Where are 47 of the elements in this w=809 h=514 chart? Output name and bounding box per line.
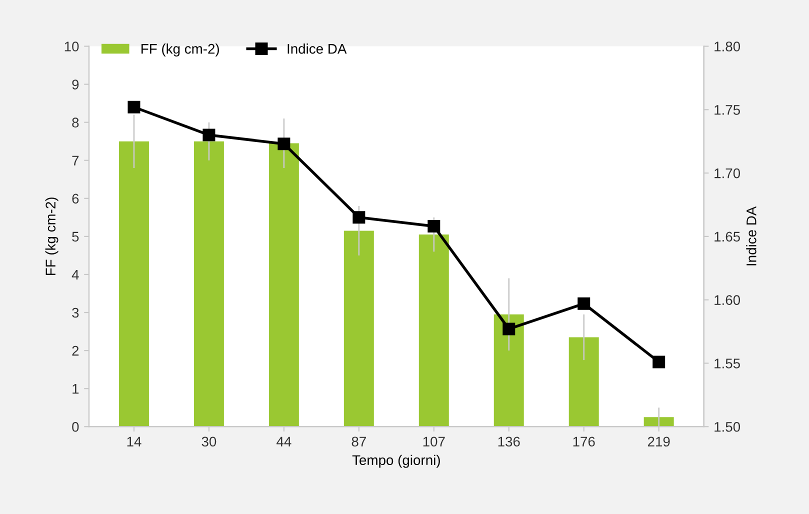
y2-tick-label: 1.65 — [714, 232, 740, 242]
y2-tick-label: 1.70 — [714, 168, 740, 178]
legend-label: FF (kg cm-2) — [142, 44, 219, 56]
x-tick-label: 44 — [276, 436, 292, 446]
y-tick-label: 0 — [72, 422, 79, 432]
y2-tick-label: 1.80 — [714, 42, 740, 52]
point — [352, 211, 366, 224]
y2-tick-label: 1.55 — [714, 358, 740, 368]
point — [502, 322, 516, 336]
point — [428, 220, 440, 233]
x-tick-label: 87 — [352, 436, 366, 447]
y-tick-label: 4 — [72, 270, 79, 280]
point — [578, 297, 590, 310]
y-tick-label: 5 — [72, 232, 79, 242]
x-tick-label: 136 — [498, 436, 520, 447]
y2-tick-label: 1.60 — [714, 295, 740, 306]
point — [128, 100, 140, 114]
y-tick-label: 7 — [72, 156, 79, 166]
point — [278, 138, 290, 150]
bar — [118, 141, 149, 427]
y-tick-label: 9 — [72, 80, 79, 90]
legend-label: Indice DA — [288, 44, 347, 54]
bar — [568, 337, 599, 427]
x-tick-label: 176 — [573, 436, 595, 447]
x-tick-label: 219 — [648, 436, 670, 447]
bar — [494, 314, 524, 427]
y-tick-label: 1 — [72, 384, 79, 394]
y-tick-label: 2 — [72, 346, 79, 356]
x-axis-title: Tempo (giorni) — [352, 454, 440, 468]
y2-tick-label: 1.75 — [714, 105, 740, 115]
y-tick-label: 6 — [72, 194, 79, 204]
y2-axis-title: Indice DA — [746, 206, 756, 266]
bar — [344, 230, 374, 427]
x-tick-label: 14 — [127, 436, 142, 446]
bar — [418, 234, 449, 427]
bar — [644, 417, 674, 427]
y2-tick-label: 1.50 — [714, 422, 740, 432]
point — [652, 356, 666, 368]
y-tick-label: 10 — [64, 42, 79, 52]
x-tick-label: 30 — [202, 436, 216, 447]
point — [202, 128, 216, 142]
y-axis-title: FF (kg cm-2) — [45, 198, 58, 276]
bar — [268, 143, 299, 427]
x-tick-label: 107 — [423, 436, 445, 447]
y-tick-label: 3 — [72, 308, 79, 318]
bar — [194, 141, 224, 427]
y-tick-label: 8 — [72, 118, 79, 128]
